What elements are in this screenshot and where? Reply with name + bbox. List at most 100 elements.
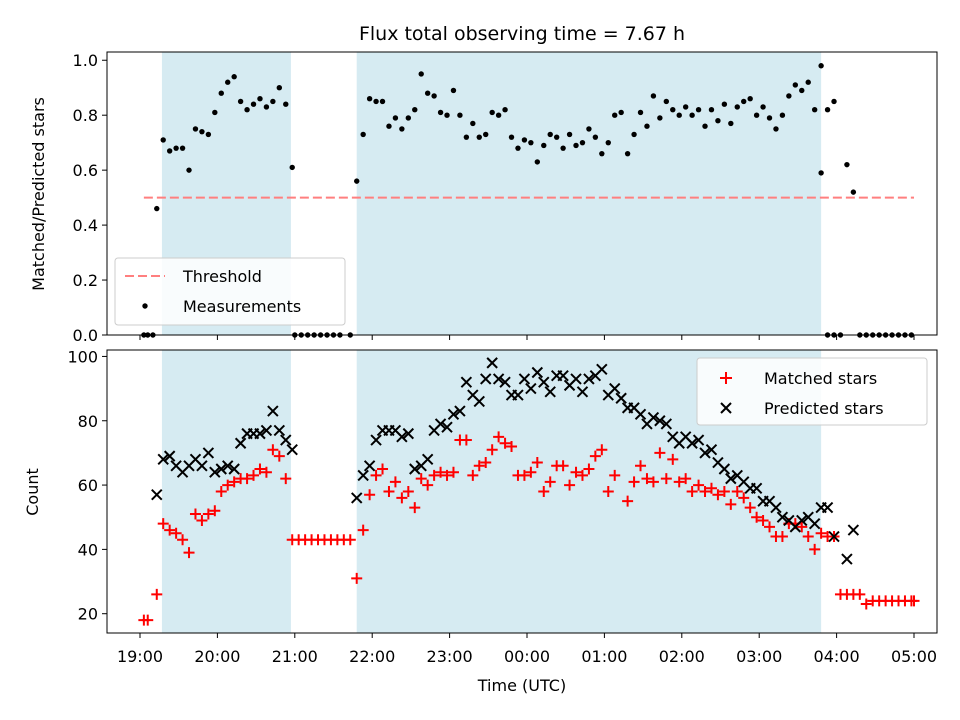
y-tick-label: 40 xyxy=(78,540,98,559)
measurement-point xyxy=(386,123,392,129)
measurement-point xyxy=(702,123,708,129)
measurement-point xyxy=(231,74,237,80)
measurement-point xyxy=(560,145,566,151)
predicted-star-point xyxy=(531,366,544,379)
measurement-point xyxy=(657,115,663,121)
measurement-point xyxy=(734,104,740,110)
measurement-point xyxy=(592,134,599,140)
predicted-star-point xyxy=(280,434,292,446)
matched-star-point xyxy=(654,447,666,459)
bottom-x-ticks: 19:00 20:00 21:00 22:00 23:00 00:00 01:00 02:00… xyxy=(117,633,937,666)
measurement-point xyxy=(483,131,489,138)
measurement-point xyxy=(276,85,283,91)
predicted-star-point xyxy=(615,392,627,404)
legend-measurements-swatch xyxy=(142,303,148,309)
matched-star-point xyxy=(506,440,518,452)
predicted-star-point xyxy=(609,382,621,395)
measurement-point xyxy=(476,134,482,140)
matched-star-point xyxy=(273,450,285,462)
predicted-star-point xyxy=(351,492,363,504)
predicted-star-point xyxy=(486,357,498,369)
measurement-point xyxy=(618,109,624,116)
bottom-y-ticks: 20 40 60 80 100 xyxy=(67,347,107,624)
y-tick-label: 20 xyxy=(78,605,98,624)
matched-star-point xyxy=(686,486,698,497)
matched-star-point xyxy=(570,466,582,478)
matched-star-point xyxy=(751,511,763,523)
measurement-point xyxy=(579,139,586,146)
matched-star-point xyxy=(357,524,369,536)
matched-star-point xyxy=(635,460,647,472)
matched-star-point xyxy=(228,476,240,488)
top-shaded-intervals xyxy=(161,52,822,335)
matched-star-point xyxy=(370,469,382,481)
predicted-star-point xyxy=(234,437,247,449)
matched-star-point xyxy=(183,547,195,559)
measurement-point xyxy=(354,178,360,184)
predicted-star-point xyxy=(254,427,266,440)
x-tick-label: 19:00 xyxy=(117,647,163,666)
predicted-star-point xyxy=(796,514,808,527)
matched-star-point xyxy=(738,492,750,504)
predicted-star-point xyxy=(847,524,860,536)
legend-threshold-label: Threshold xyxy=(182,267,262,286)
x-tick-label: 04:00 xyxy=(814,647,860,666)
matched-star-point xyxy=(796,521,808,533)
top-legend: Threshold Measurements xyxy=(114,257,346,326)
measurement-point xyxy=(586,126,592,132)
measurement-point xyxy=(715,117,721,124)
predicted-star-point xyxy=(163,450,176,462)
predicted-star-point xyxy=(473,395,485,408)
matched-star-point xyxy=(344,534,356,546)
matched-star-point xyxy=(660,473,672,485)
measurement-point xyxy=(844,161,850,168)
measurement-point xyxy=(682,104,689,110)
matched-star-point xyxy=(802,531,814,543)
measurement-point xyxy=(250,101,257,107)
matched-star-point xyxy=(409,502,421,514)
measurement-point xyxy=(663,98,670,105)
matched-star-point xyxy=(628,476,640,488)
predicted-star-point xyxy=(544,386,556,398)
measurement-point xyxy=(773,126,779,132)
y-tick-label: 0.6 xyxy=(73,161,98,180)
matched-star-point xyxy=(908,595,920,607)
measurement-point xyxy=(457,112,463,118)
matched-star-point xyxy=(170,527,182,539)
measurement-point xyxy=(502,106,508,113)
measurement-point xyxy=(612,112,618,118)
measurement-point xyxy=(237,98,244,105)
matched-star-point xyxy=(602,486,614,497)
matched-star-point xyxy=(164,524,176,536)
matched-star-point xyxy=(712,489,724,501)
measurement-point xyxy=(199,128,205,135)
measurement-point xyxy=(186,167,192,173)
matched-star-point xyxy=(157,518,169,530)
matched-star-point xyxy=(460,434,472,446)
x-tick-label: 01:00 xyxy=(581,647,627,666)
matched-star-point xyxy=(854,588,866,600)
predicted-star-point xyxy=(634,408,647,421)
predicted-star-point xyxy=(525,382,537,395)
measurement-point xyxy=(270,98,276,105)
matched-star-point xyxy=(260,466,272,478)
predicted-star-point xyxy=(222,460,234,472)
predicted-star-point xyxy=(512,389,524,401)
matched-star-point xyxy=(209,505,221,517)
measurement-point xyxy=(379,98,386,105)
predicted-star-point xyxy=(357,469,369,482)
matched-star-point xyxy=(177,534,189,546)
y-tick-label: 0.2 xyxy=(73,271,98,290)
x-tick-label: 05:00 xyxy=(891,647,937,666)
measurement-point xyxy=(650,93,657,99)
measurement-point xyxy=(637,109,644,116)
matched-star-point xyxy=(757,514,769,526)
y-tick-label: 0.4 xyxy=(73,216,98,235)
matched-star-point xyxy=(267,444,279,456)
x-tick-label: 02:00 xyxy=(659,647,705,666)
measurement-point xyxy=(508,134,515,140)
measurement-point xyxy=(753,112,760,118)
legend-predicted-swatch xyxy=(720,402,732,414)
predicted-star-point xyxy=(725,472,737,485)
predicted-star-point xyxy=(718,463,731,475)
